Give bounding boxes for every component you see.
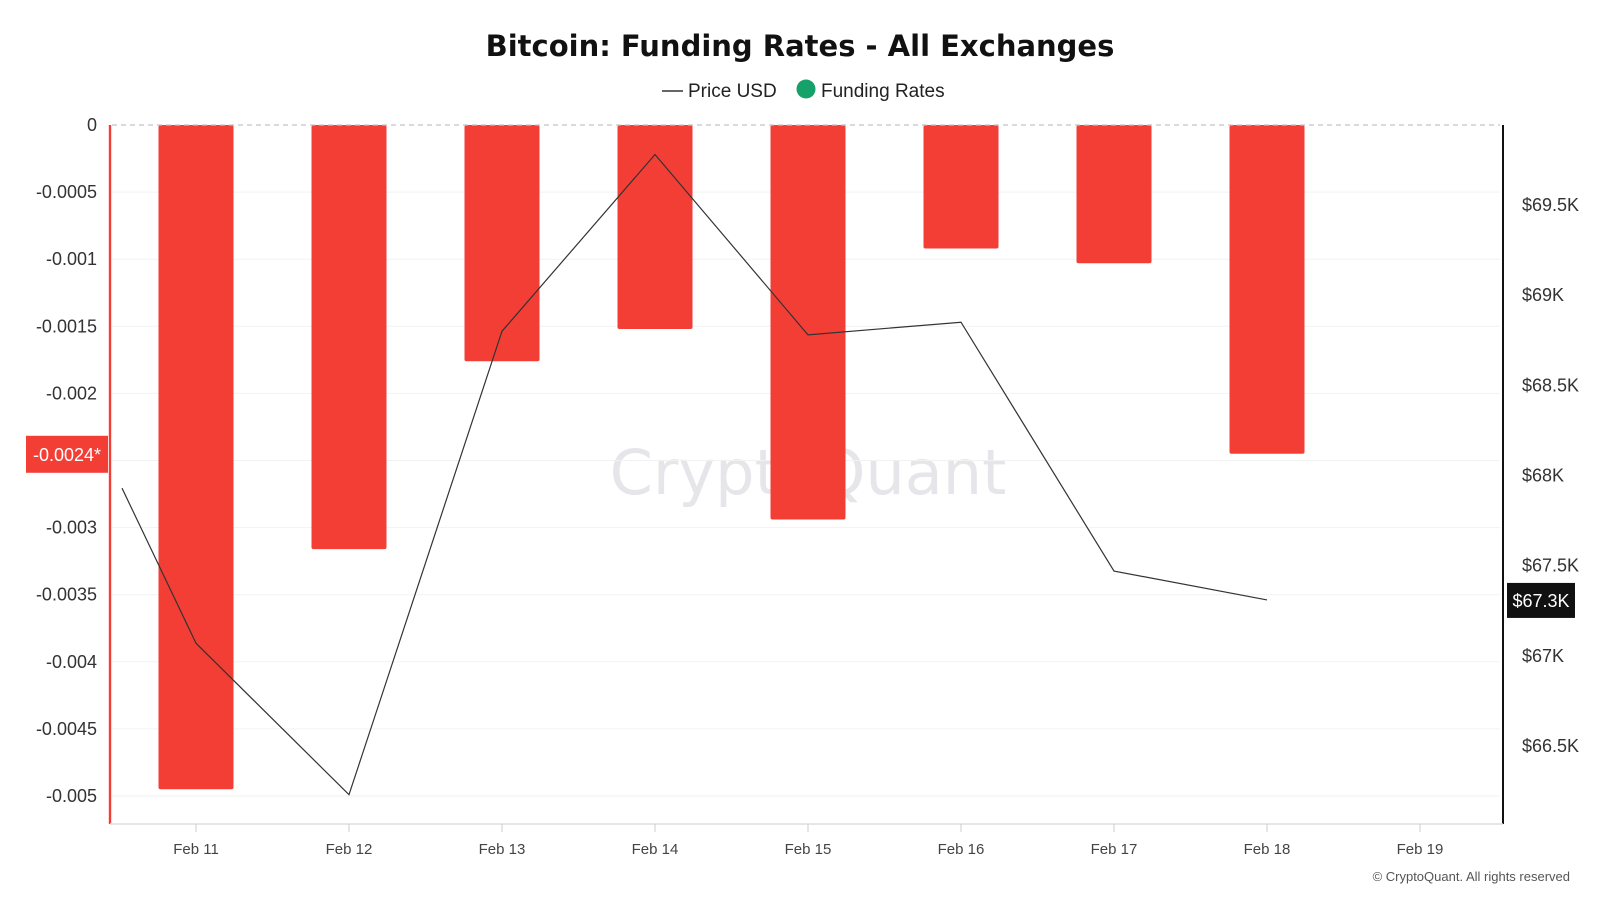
funding-rate-bar <box>1229 125 1305 454</box>
right-tick-label: $69.5K <box>1522 195 1579 215</box>
left-current-badge <box>26 435 108 473</box>
left-tick-label: -0.0005 <box>36 182 97 202</box>
legend-price-label[interactable]: Price USD <box>688 81 777 102</box>
right-tick-label: $66.5K <box>1522 736 1579 756</box>
right-current-marker: $67.3K <box>1507 582 1575 618</box>
x-tick-label: Feb 11 <box>173 841 219 858</box>
right-tick-label: $67K <box>1522 646 1564 666</box>
left-tick-label: -0.003 <box>46 518 97 538</box>
funding-rate-bar <box>1076 125 1152 264</box>
right-tick-label: $69K <box>1522 285 1564 305</box>
funding-rate-bar <box>311 125 387 550</box>
legend[interactable]: Price USD Funding Rates <box>662 79 945 103</box>
x-tick-label: Feb 18 <box>1244 841 1291 858</box>
x-axis-ticks: Feb 11 Feb 12 Feb 13 Feb 14 Feb 15 Feb 16 Feb … <box>173 824 1443 858</box>
left-tick-label: -0.002 <box>46 383 97 403</box>
x-tick-label: Feb 19 <box>1397 841 1444 858</box>
legend-funding-dot-icon <box>796 79 816 99</box>
funding-rate-bars <box>158 125 1305 790</box>
left-current-label: -0.0024* <box>33 445 101 465</box>
x-tick-label: Feb 12 <box>326 841 373 858</box>
price-usd-line <box>121 153 1268 796</box>
legend-funding-label[interactable]: Funding Rates <box>821 81 945 102</box>
chart-title: Bitcoin: Funding Rates - All Exchanges <box>486 29 1115 63</box>
x-tick-label: Feb 15 <box>785 841 832 858</box>
x-tick-label: Feb 14 <box>632 841 679 858</box>
left-tick-label: -0.0035 <box>36 585 97 605</box>
x-tick-label: Feb 16 <box>938 841 985 858</box>
left-tick-label: -0.004 <box>46 652 97 672</box>
funding-rate-bar <box>158 125 234 790</box>
x-tick-label: Feb 13 <box>479 841 526 858</box>
right-tick-label: $68K <box>1522 466 1564 486</box>
right-current-label: $67.3K <box>1512 591 1569 611</box>
left-tick-label: -0.0045 <box>36 719 97 739</box>
funding-rate-bar <box>464 125 540 362</box>
right-tick-label: $67.5K <box>1522 556 1579 576</box>
right-current-badge <box>1507 582 1575 618</box>
left-current-marker: -0.0024* <box>26 435 108 473</box>
x-tick-label: Feb 17 <box>1091 841 1138 858</box>
left-tick-label: 0 <box>87 115 97 135</box>
left-axis-ticks: 0 -0.0005 -0.001 -0.0015 -0.002 -0.003 -0.0035… <box>36 115 97 806</box>
right-axis-ticks: $69.5K $69K $68.5K $68K $67.5K $67K $66.5K <box>1522 195 1579 756</box>
right-tick-label: $68.5K <box>1522 375 1579 395</box>
funding-rate-bar <box>923 125 999 249</box>
left-tick-label: -0.0015 <box>36 316 97 336</box>
funding-rate-bar <box>770 125 846 520</box>
copyright-text: © CryptoQuant. All rights reserved <box>1373 869 1570 884</box>
left-tick-label: -0.001 <box>46 249 97 269</box>
left-tick-label: -0.005 <box>46 786 97 806</box>
funding-rate-bar <box>617 125 693 329</box>
